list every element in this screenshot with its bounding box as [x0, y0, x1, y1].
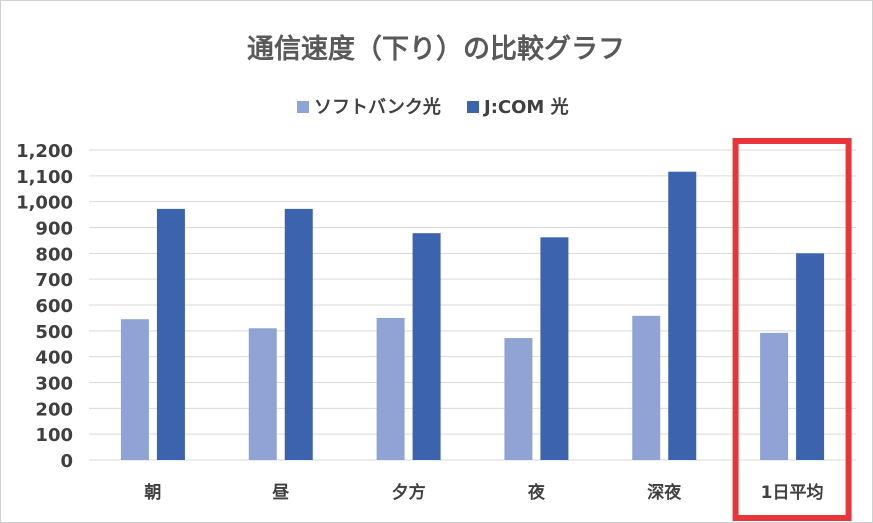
x-axis-ticks: 朝 昼 夕方 夜 深夜 1日平均 — [144, 482, 823, 503]
bars — [120, 171, 825, 460]
y-tick-label: 0 — [60, 451, 73, 472]
legend-label-jcom: J:COM 光 — [482, 96, 569, 118]
legend: ソフトバンク光 J:COM 光 — [297, 96, 569, 118]
bar-softbank — [120, 319, 149, 460]
bar-jcom — [412, 233, 441, 460]
y-tick-label: 800 — [35, 244, 73, 265]
legend-swatch-softbank — [297, 101, 309, 113]
chart-title: 通信速度（下り）の比較グラフ — [247, 33, 625, 65]
x-tick-label: 昼 — [272, 483, 289, 503]
bar-softbank — [632, 315, 661, 460]
bar-softbank — [376, 317, 405, 460]
bar-softbank — [760, 332, 789, 460]
y-tick-label: 100 — [35, 425, 73, 446]
y-tick-label: 300 — [35, 374, 73, 395]
x-tick-label: 深夜 — [647, 482, 682, 503]
highlight-box — [732, 138, 852, 521]
y-tick-label: 400 — [35, 348, 73, 369]
x-tick-label: 朝 — [144, 482, 161, 503]
highlight-layer — [732, 138, 852, 521]
x-tick-label: 夜 — [527, 482, 546, 503]
y-tick-label: 1,000 — [16, 193, 73, 214]
y-tick-label: 500 — [35, 322, 73, 343]
legend-label-softbank: ソフトバンク光 — [314, 96, 441, 118]
bar-jcom — [540, 237, 569, 460]
y-tick-label: 1,100 — [16, 167, 73, 188]
y-axis-ticks: 0 100 200 300 400 500 600 700 800 900 1,000 1,100 1,… — [16, 141, 73, 472]
bar-jcom — [284, 208, 313, 460]
x-tick-label: 夕方 — [392, 482, 426, 503]
y-tick-label: 1,200 — [16, 141, 73, 162]
y-tick-label: 900 — [35, 219, 73, 240]
y-tick-label: 600 — [35, 296, 73, 317]
bar-jcom — [156, 208, 185, 460]
gridlines — [89, 149, 856, 461]
y-tick-label: 200 — [35, 399, 73, 420]
legend-swatch-jcom — [467, 101, 479, 113]
bar-softbank — [248, 328, 277, 460]
bar-jcom — [796, 253, 825, 460]
bar-softbank — [504, 338, 533, 460]
y-tick-label: 700 — [35, 270, 73, 291]
bar-jcom — [668, 171, 697, 460]
x-tick-label: 1日平均 — [761, 482, 824, 503]
